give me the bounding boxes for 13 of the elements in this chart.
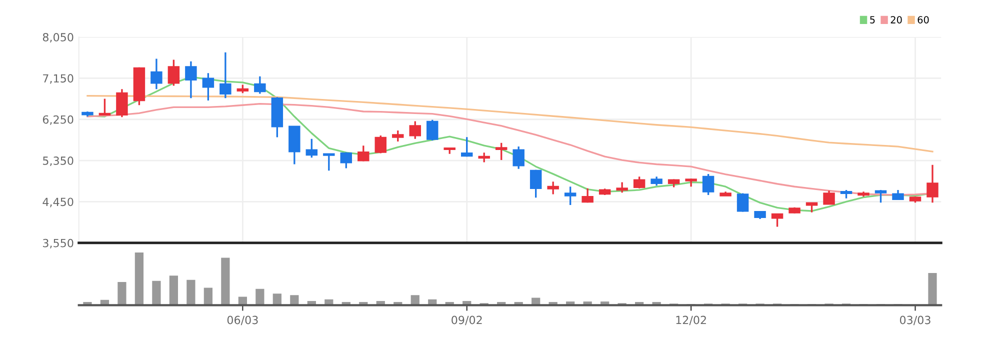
legend-label: 5 — [870, 16, 875, 24]
x-tick-label: 12/02 — [676, 316, 706, 326]
y-tick-label: 3,550 — [43, 238, 74, 248]
x-tick-label: 06/03 — [227, 316, 258, 326]
y-tick-label: 8,050 — [42, 32, 74, 43]
y-tick-label: 7,150 — [43, 74, 74, 84]
y-tick-label: 4,450 — [42, 198, 74, 208]
x-tick-label: 09/02 — [452, 316, 482, 326]
legend-label: 20 — [890, 16, 902, 24]
legend-label: 60 — [918, 16, 929, 24]
y-tick-label: 5,350 — [43, 156, 74, 166]
x-tick-label: 03/03 — [900, 316, 930, 326]
y-tick-label: 6,250 — [42, 115, 74, 125]
